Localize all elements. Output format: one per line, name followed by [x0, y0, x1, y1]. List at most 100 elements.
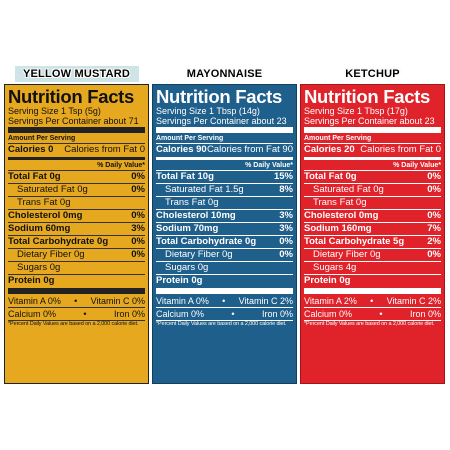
total-carb-row: Total Carbohydrate 5g 2%	[304, 236, 441, 248]
sodium: Sodium 60mg	[8, 223, 71, 234]
saturated-fat-row: Saturated Fat 0g 0%	[8, 184, 145, 196]
cholesterol-dv: 0%	[131, 210, 145, 221]
total-carb-dv: 2%	[427, 236, 441, 247]
dietary-fiber: Dietary Fiber 0g	[17, 249, 85, 260]
ketchup-column: KETCHUP Nutrition Facts Serving Size 1 T…	[300, 66, 445, 384]
amount-per-serving: Amount Per Serving	[304, 135, 372, 142]
protein: Protein 0g	[156, 275, 203, 286]
sodium: Sodium 160mg	[304, 223, 372, 234]
trans-fat-row: Trans Fat 0g	[304, 197, 441, 209]
vitamin-a: Vitamin A 2%	[304, 296, 357, 306]
vitamin-a: Vitamin A 0%	[156, 296, 209, 306]
mineral-row: Calcium 0% • Iron 0%	[156, 308, 293, 320]
calories: Calories 90	[156, 144, 207, 155]
sodium-dv: 3%	[279, 223, 293, 234]
divider-thick	[156, 288, 293, 294]
bullet: •	[370, 296, 374, 306]
vitamin-c: Vitamin C 2%	[386, 296, 441, 306]
sugars-row: Sugars 4g	[304, 262, 441, 274]
footnote: *Percent Daily Values are based on a 2,0…	[8, 321, 139, 327]
divider-thick	[304, 127, 441, 133]
total-carb: Total Carbohydrate 0g	[156, 236, 257, 247]
servings-per-container: Servings Per Container about 23	[304, 116, 435, 126]
protein: Protein 0g	[304, 275, 351, 286]
footnote: *Percent Daily Values are based on a 2,0…	[304, 321, 435, 327]
calories-from-fat: Calories from Fat 0	[64, 144, 145, 155]
trans-fat-row: Trans Fat 0g	[8, 197, 145, 209]
mayonnaise-column: MAYONNAISE Nutrition Facts Serving Size …	[152, 66, 297, 384]
dietary-fiber: Dietary Fiber 0g	[165, 249, 233, 260]
total-fat-dv: 15%	[273, 171, 293, 182]
vitamin-a: Vitamin A 0%	[8, 296, 61, 306]
saturated-fat-dv: 0%	[131, 184, 145, 195]
amount-per-serving: Amount Per Serving	[156, 135, 224, 142]
panel-title: Nutrition Facts	[8, 86, 135, 107]
trans-fat: Trans Fat 0g	[313, 197, 367, 208]
dietary-fiber-dv: 0%	[131, 249, 145, 260]
cholesterol-row: Cholesterol 0mg 0%	[304, 210, 441, 222]
saturated-fat-row: Saturated Fat 1.5g 8%	[156, 184, 293, 196]
divider-thick	[8, 127, 145, 133]
saturated-fat-dv: 0%	[427, 184, 441, 195]
calories-row: Calories 20 Calories from Fat 0	[304, 144, 441, 156]
sugars-row: Sugars 0g	[8, 262, 145, 274]
mineral-row: Calcium 0% • Iron 0%	[304, 308, 441, 320]
protein-row: Protein 0g	[304, 275, 441, 287]
sodium-row: Sodium 60mg 3%	[8, 223, 145, 235]
total-fat-row: Total Fat 0g 0%	[8, 171, 145, 183]
nutrition-facts-panel: Nutrition Facts Serving Size 1 Tbsp (17g…	[300, 84, 445, 384]
divider-thick	[304, 288, 441, 294]
saturated-fat-dv: 8%	[279, 184, 293, 195]
dietary-fiber-dv: 0%	[427, 249, 441, 260]
panel-title: Nutrition Facts	[304, 86, 431, 107]
sugars: Sugars 0g	[17, 262, 61, 273]
product-label: MAYONNAISE	[186, 68, 263, 80]
divider-thick	[156, 127, 293, 133]
nutrition-facts-panel: Nutrition Facts Serving Size 1 Tbsp (14g…	[152, 84, 297, 384]
sodium-dv: 3%	[131, 223, 145, 234]
divider-medium	[8, 157, 145, 160]
saturated-fat-row: Saturated Fat 0g 0%	[304, 184, 441, 196]
vitamin-row: Vitamin A 2% • Vitamin C 2%	[304, 295, 441, 307]
sodium-row: Sodium 160mg 7%	[304, 223, 441, 235]
calories-row: Calories 0 Calories from Fat 0	[8, 144, 145, 156]
calories: Calories 0	[8, 144, 54, 155]
iron: Iron 0%	[261, 309, 293, 319]
total-fat-dv: 0%	[427, 171, 441, 182]
total-carb-dv: 0%	[131, 236, 145, 247]
servings-per-container: Servings Per Container about 23	[156, 116, 287, 126]
panel-title: Nutrition Facts	[156, 86, 283, 107]
dietary-fiber-dv: 0%	[279, 249, 293, 260]
sugars: Sugars 0g	[165, 262, 209, 273]
total-carb-row: Total Carbohydrate 0g 0%	[8, 236, 145, 248]
total-fat: Total Fat 10g	[156, 171, 214, 182]
total-fat-row: Total Fat 0g 0%	[304, 171, 441, 183]
iron: Iron 0%	[409, 309, 441, 319]
daily-value-header: % Daily Value*	[393, 162, 441, 169]
iron: Iron 0%	[113, 309, 145, 319]
daily-value-header: % Daily Value*	[97, 162, 145, 169]
calories-row: Calories 90 Calories from Fat 90	[156, 144, 293, 156]
calories-from-fat: Calories from Fat 0	[360, 144, 441, 155]
total-carb-row: Total Carbohydrate 0g 0%	[156, 236, 293, 248]
bullet: •	[231, 309, 235, 319]
bullet: •	[83, 309, 87, 319]
saturated-fat: Saturated Fat 0g	[17, 184, 88, 195]
sugars-row: Sugars 0g	[156, 262, 293, 274]
divider-medium	[304, 157, 441, 160]
bullet: •	[74, 296, 78, 306]
total-carb: Total Carbohydrate 0g	[8, 236, 109, 247]
vitamin-c: Vitamin C 0%	[90, 296, 145, 306]
calcium: Calcium 0%	[8, 309, 57, 319]
total-fat: Total Fat 0g	[304, 171, 357, 182]
total-fat: Total Fat 0g	[8, 171, 61, 182]
trans-fat: Trans Fat 0g	[165, 197, 219, 208]
cholesterol-dv: 0%	[427, 210, 441, 221]
amount-per-serving: Amount Per Serving	[8, 135, 76, 142]
saturated-fat: Saturated Fat 0g	[313, 184, 384, 195]
cholesterol: Cholesterol 0mg	[304, 210, 379, 221]
total-fat-row: Total Fat 10g 15%	[156, 171, 293, 183]
vitamin-c: Vitamin C 2%	[238, 296, 293, 306]
daily-value-header: % Daily Value*	[245, 162, 293, 169]
servings-per-container: Servings Per Container about 71	[8, 116, 139, 126]
